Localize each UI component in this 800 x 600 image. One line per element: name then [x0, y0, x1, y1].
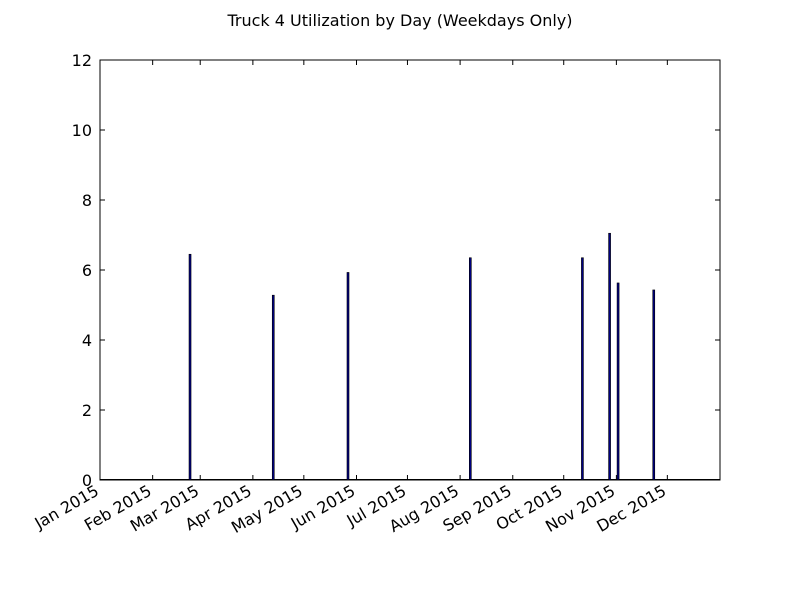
y-tick-label-2: 4 [82, 331, 92, 350]
y-tick-label-5: 10 [72, 121, 92, 140]
bar-2 [346, 272, 350, 481]
bar-3 [469, 257, 472, 481]
bar-5 [608, 232, 611, 481]
y-tick-label-0: 0 [82, 471, 92, 490]
y-axis: 0 2 4 6 8 10 12 [72, 51, 720, 490]
chart-title: Truck 4 Utilization by Day (Weekdays Onl… [226, 11, 572, 30]
bar-7 [652, 289, 656, 481]
plot-frame [99, 59, 721, 481]
y-tick-label-1: 2 [82, 401, 92, 420]
bar-4 [581, 257, 584, 481]
bar-0 [188, 253, 192, 481]
bar-6 [616, 282, 620, 481]
y-tick-label-6: 12 [72, 51, 92, 70]
y-tick-label-3: 6 [82, 261, 92, 280]
y-tick-label-4: 8 [82, 191, 92, 210]
bars [100, 232, 720, 481]
bar-1 [271, 294, 275, 481]
